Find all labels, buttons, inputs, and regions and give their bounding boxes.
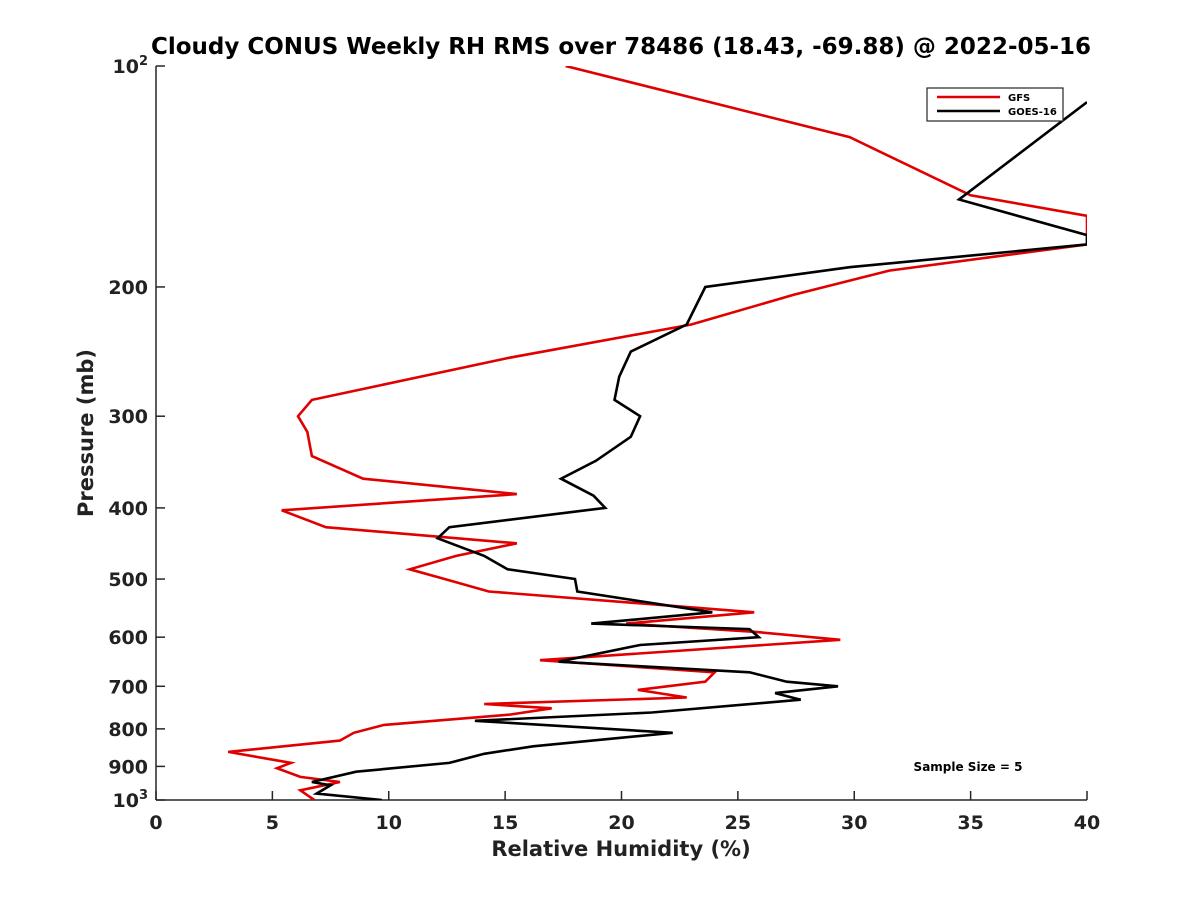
legend-entry-label: GOES-16 [1008, 107, 1057, 118]
plot-area [155, 66, 1087, 801]
x-axis: 0 5 10 15 20 25 30 35 40 [149, 791, 1100, 834]
y-tick-label: 500 [108, 569, 148, 591]
y-tick-label: 300 [108, 406, 148, 428]
legend-entry-label: GFS [1008, 93, 1030, 104]
x-tick-label: 0 [149, 812, 162, 834]
y-tick-label: 600 [108, 627, 148, 649]
x-tick-label: 30 [841, 812, 867, 834]
y-tick-label: 900 [108, 756, 148, 778]
series-layer [227, 66, 1087, 800]
x-axis-label: Relative Humidity (%) [491, 837, 750, 861]
y-tick-label: 102 [113, 54, 149, 78]
y-tick-label: 200 [108, 277, 148, 299]
x-tick-label: 5 [266, 812, 279, 834]
x-tick-label: 20 [608, 812, 634, 834]
x-tick-label: 15 [492, 812, 518, 834]
chart-title: Cloudy CONUS Weekly RH RMS over 78486 (1… [151, 34, 1091, 60]
y-tick-label: 800 [108, 719, 148, 741]
legend-box [926, 87, 1064, 122]
x-tick-label: 10 [376, 812, 402, 834]
y-axis-label: Pressure (mb) [74, 349, 98, 517]
legend: GFS GOES-16 [926, 87, 1064, 122]
y-tick-label: 103 [113, 788, 149, 812]
y-tick-label: 400 [108, 498, 148, 520]
y-axis: 102 200 300 400 500 600 700 800 900 103 [108, 54, 165, 812]
x-tick-label: 35 [957, 812, 983, 834]
x-tick-label: 25 [725, 812, 751, 834]
sample-size-annotation: Sample Size = 5 [914, 760, 1023, 774]
x-tick-label: 40 [1074, 812, 1100, 834]
series-line-goes-16 [311, 101, 1087, 800]
series-line-gfs [227, 66, 1087, 800]
y-tick-label: 700 [108, 676, 148, 698]
